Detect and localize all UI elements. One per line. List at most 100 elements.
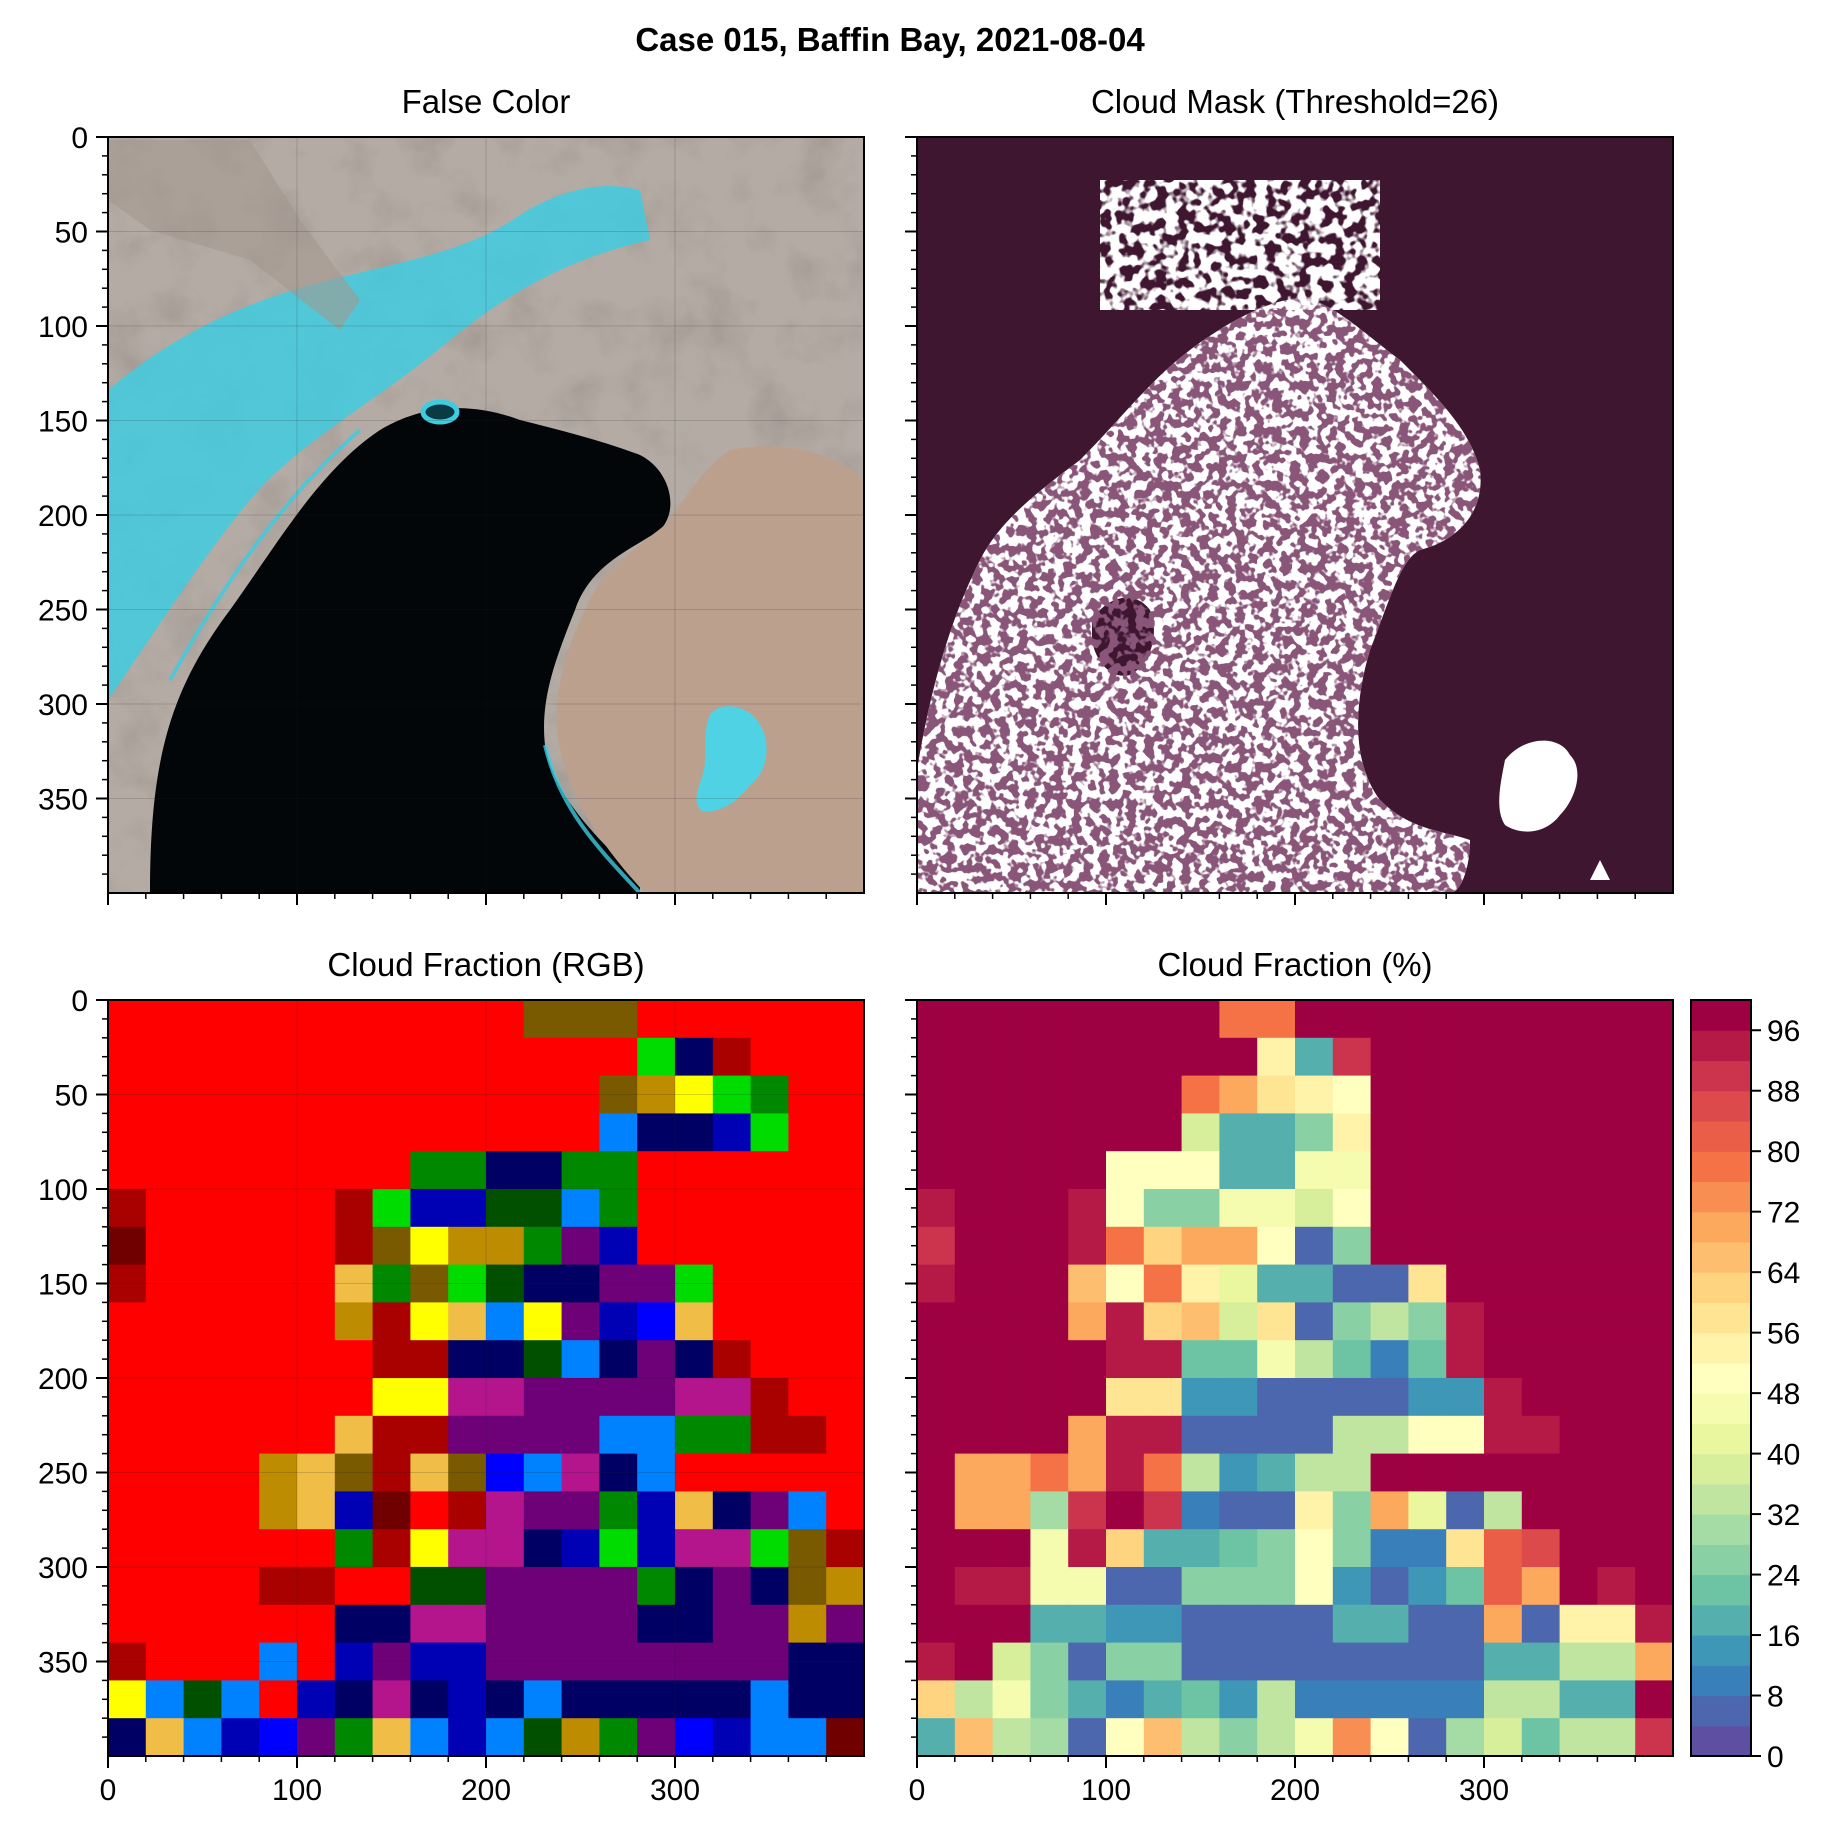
cloud-fraction-rgb-cell	[523, 1453, 563, 1492]
cloud-fraction-pct-cell	[1068, 1718, 1107, 1757]
cloud-fraction-rgb-cell	[183, 1000, 222, 1039]
cloud-fraction-rgb-cell	[523, 1226, 563, 1266]
cloud-fraction-pct-cell	[1257, 1642, 1296, 1681]
cloud-fraction-pct-cell	[1408, 1113, 1447, 1152]
cloud-fraction-pct-cell	[1635, 1491, 1674, 1530]
cloud-fraction-rgb-cell	[108, 1453, 147, 1492]
cloud-fraction-pct-cell	[954, 1604, 994, 1644]
cloud-fraction-pct-cell	[917, 1415, 956, 1455]
cloud-fraction-pct-cell	[1370, 1340, 1409, 1379]
cloud-fraction-pct-cell	[1484, 1075, 1523, 1114]
cloud-fraction-rgb-cell	[712, 1000, 752, 1039]
cloud-fraction-rgb-cell	[750, 1529, 789, 1568]
cloud-fraction-rgb-cell	[788, 1415, 827, 1455]
cloud-fraction-pct-cell	[1106, 1302, 1145, 1341]
cloud-fraction-rgb-cell	[523, 1000, 563, 1039]
cloud-fraction-pct-cell	[1219, 1037, 1258, 1077]
cloud-fraction-pct-cell	[1219, 1113, 1258, 1152]
cloud-fraction-rgb-cell	[712, 1642, 752, 1681]
cloud-fraction-pct-cell	[1257, 1378, 1296, 1417]
colorbar-tick-label: 80	[1767, 1136, 1800, 1169]
cloud-fraction-pct-cell	[1030, 1604, 1069, 1644]
cloud-fraction-rgb-cell	[637, 1529, 676, 1568]
cloud-fraction-pct-cell	[1521, 1567, 1561, 1606]
panel-cloud-mask: Cloud Mask (Threshold=26)	[905, 83, 1674, 905]
cloud-fraction-rgb-cell	[448, 1075, 487, 1114]
cloud-fraction-pct-cell	[1446, 1642, 1485, 1681]
cloud-fraction-rgb-cell	[372, 1378, 411, 1417]
cloud-fraction-rgb-cell	[410, 1680, 449, 1719]
cloud-fraction-rgb-cell	[826, 1642, 865, 1681]
cloud-fraction-rgb-cell	[637, 1491, 676, 1530]
cloud-fraction-pct-cell	[1219, 1340, 1258, 1379]
cloud-fraction-pct-cell	[1219, 1378, 1258, 1417]
cloud-fraction-pct-cell	[954, 1264, 994, 1303]
cloud-fraction-rgb-cell	[259, 1718, 298, 1757]
cloud-fraction-pct-cell	[1597, 1415, 1636, 1455]
cloud-fraction-pct-cell	[1370, 1226, 1409, 1266]
cloud-fraction-pct-cell	[1106, 1529, 1145, 1568]
false-color-land	[556, 446, 864, 893]
cloud-fraction-pct-cell	[1408, 1000, 1447, 1039]
cloud-fraction-pct-cell	[1106, 1151, 1145, 1190]
cloud-fraction-rgb-cell	[410, 1037, 449, 1077]
cloud-fraction-rgb-axes: 0 100 200 300 0 50 100 150 200 250 300 350	[38, 985, 827, 1807]
figure-suptitle: Case 015, Baffin Bay, 2021-08-04	[635, 21, 1145, 58]
cloud-fraction-pct-cell	[1181, 1453, 1220, 1492]
cloud-fraction-pct-cell	[1181, 1340, 1220, 1379]
cloud-fraction-pct-cell	[1295, 1453, 1334, 1492]
colorbar-band	[1691, 1120, 1751, 1152]
cloud-fraction-rgb-cell	[297, 1000, 336, 1039]
cloud-fraction-rgb-cell	[108, 1718, 147, 1757]
cloud-fraction-pct-cell	[1370, 1529, 1409, 1568]
cloud-fraction-rgb-cell	[448, 1604, 487, 1644]
cloud-fraction-rgb-cell	[410, 1075, 449, 1114]
cloud-fraction-pct-cell	[1521, 1113, 1561, 1152]
cloud-fraction-pct-cell	[1559, 1151, 1598, 1190]
cloud-fraction-rgb-cell	[523, 1189, 563, 1228]
cloud-fraction-rgb-cell	[523, 1567, 563, 1606]
cloud-fraction-rgb-cell	[372, 1226, 411, 1266]
cloud-fraction-pct-cell	[1030, 1037, 1069, 1077]
cloud-fraction-rgb-cell	[637, 1264, 676, 1303]
cloud-fraction-pct-cell	[1635, 1264, 1674, 1303]
cloud-fraction-rgb-cell	[108, 1491, 147, 1530]
cloud-fraction-rgb-cell	[561, 1680, 600, 1719]
cloud-fraction-rgb-cell	[486, 1567, 525, 1606]
cloud-fraction-pct-cell	[1559, 1491, 1598, 1530]
cloud-fraction-rgb-cell	[712, 1453, 752, 1492]
cloud-fraction-pct-cell	[1106, 1340, 1145, 1379]
cloud-fraction-rgb-cell	[108, 1302, 147, 1341]
cloud-fraction-pct-cell	[917, 1302, 956, 1341]
cloud-fraction-pct-cell	[992, 1642, 1031, 1681]
cloud-fraction-rgb-cell	[486, 1226, 525, 1266]
cloud-fraction-rgb-cell	[259, 1264, 298, 1303]
false-color-image	[108, 137, 864, 893]
colorbar-band	[1691, 1241, 1751, 1273]
cloud-fraction-rgb-cell	[750, 1151, 789, 1190]
cloud-fraction-pct-cell	[1521, 1037, 1561, 1077]
cloud-fraction-pct-cell	[1521, 1642, 1561, 1681]
cloud-fraction-rgb-cell	[750, 1113, 789, 1152]
cloud-fraction-pct-cell	[917, 1075, 956, 1114]
cloud-fraction-pct-cell	[1295, 1642, 1334, 1681]
cloud-fraction-rgb-cell	[599, 1680, 638, 1719]
cloud-fraction-pct-cell	[1219, 1642, 1258, 1681]
cloud-fraction-rgb-cell	[334, 1680, 374, 1719]
cloud-fraction-pct-cell	[992, 1718, 1031, 1757]
cloud-fraction-rgb-cell	[712, 1151, 752, 1190]
cloud-fraction-pct-cell	[1068, 1226, 1107, 1266]
cloud-fraction-rgb-cell	[410, 1264, 449, 1303]
cloud-fraction-rgb-cell	[675, 1491, 714, 1530]
cloud-fraction-pct-cell	[1370, 1302, 1409, 1341]
cloud-fraction-pct-cell	[1295, 1189, 1334, 1228]
cloud-fraction-pct-cell	[1635, 1000, 1674, 1039]
cloud-fraction-rgb-cell	[145, 1680, 185, 1719]
cloud-fraction-rgb-cell	[486, 1378, 525, 1417]
cloud-fraction-pct-cell	[1408, 1264, 1447, 1303]
cloud-fraction-rgb-cell	[372, 1113, 411, 1152]
cloud-fraction-pct-cell	[1635, 1151, 1674, 1190]
cloud-fraction-rgb-cell	[259, 1189, 298, 1228]
colorbar-band	[1691, 1181, 1751, 1213]
cloud-fraction-rgb-cell	[372, 1264, 411, 1303]
